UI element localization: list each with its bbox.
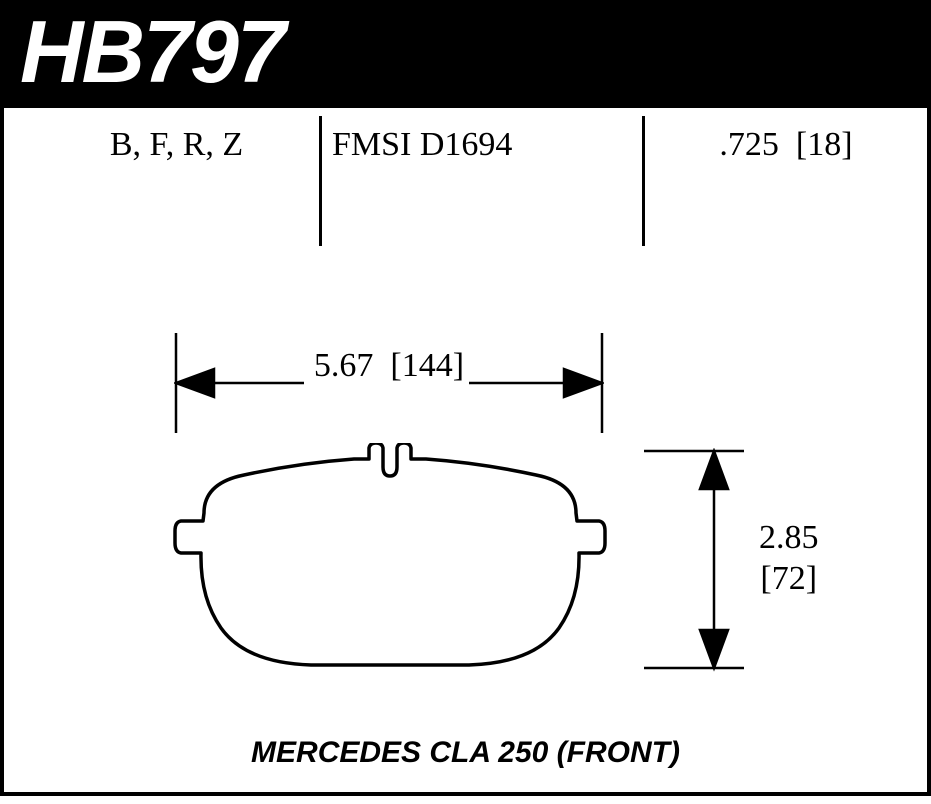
thickness-text: .725 [18]: [645, 126, 897, 164]
spec-row: B, F, R, Z FMSI D1694 .725 [18]: [4, 108, 927, 246]
part-number: HB797: [20, 8, 911, 96]
width-dimension: 5.67 [144]: [174, 333, 604, 433]
width-in: 5.67: [314, 347, 374, 384]
height-in: 2.85: [759, 519, 819, 556]
thickness-in: .725: [719, 126, 779, 163]
height-arrow-svg: [644, 448, 754, 678]
height-label: 2.85 [72]: [759, 518, 819, 600]
content-frame: B, F, R, Z FMSI D1694 .725 [18] 5.67 [14…: [0, 108, 931, 796]
fmsi-text: FMSI D1694: [322, 126, 642, 164]
thickness-mm: 18: [807, 126, 841, 163]
width-label: 5.67 [144]: [174, 347, 604, 385]
diagram-area: 5.67 [144] 2.85 [72] MERCEDES CLA 250 (F: [4, 278, 927, 792]
header-bar: HB797: [0, 0, 931, 108]
brake-pad-outline: [154, 443, 624, 688]
height-mm: 72: [772, 560, 806, 597]
height-dimension: 2.85 [72]: [644, 448, 754, 668]
compounds-text: B, F, R, Z: [34, 126, 319, 164]
application-label: MERCEDES CLA 250 (FRONT): [4, 736, 927, 770]
width-mm: 144: [402, 347, 453, 384]
